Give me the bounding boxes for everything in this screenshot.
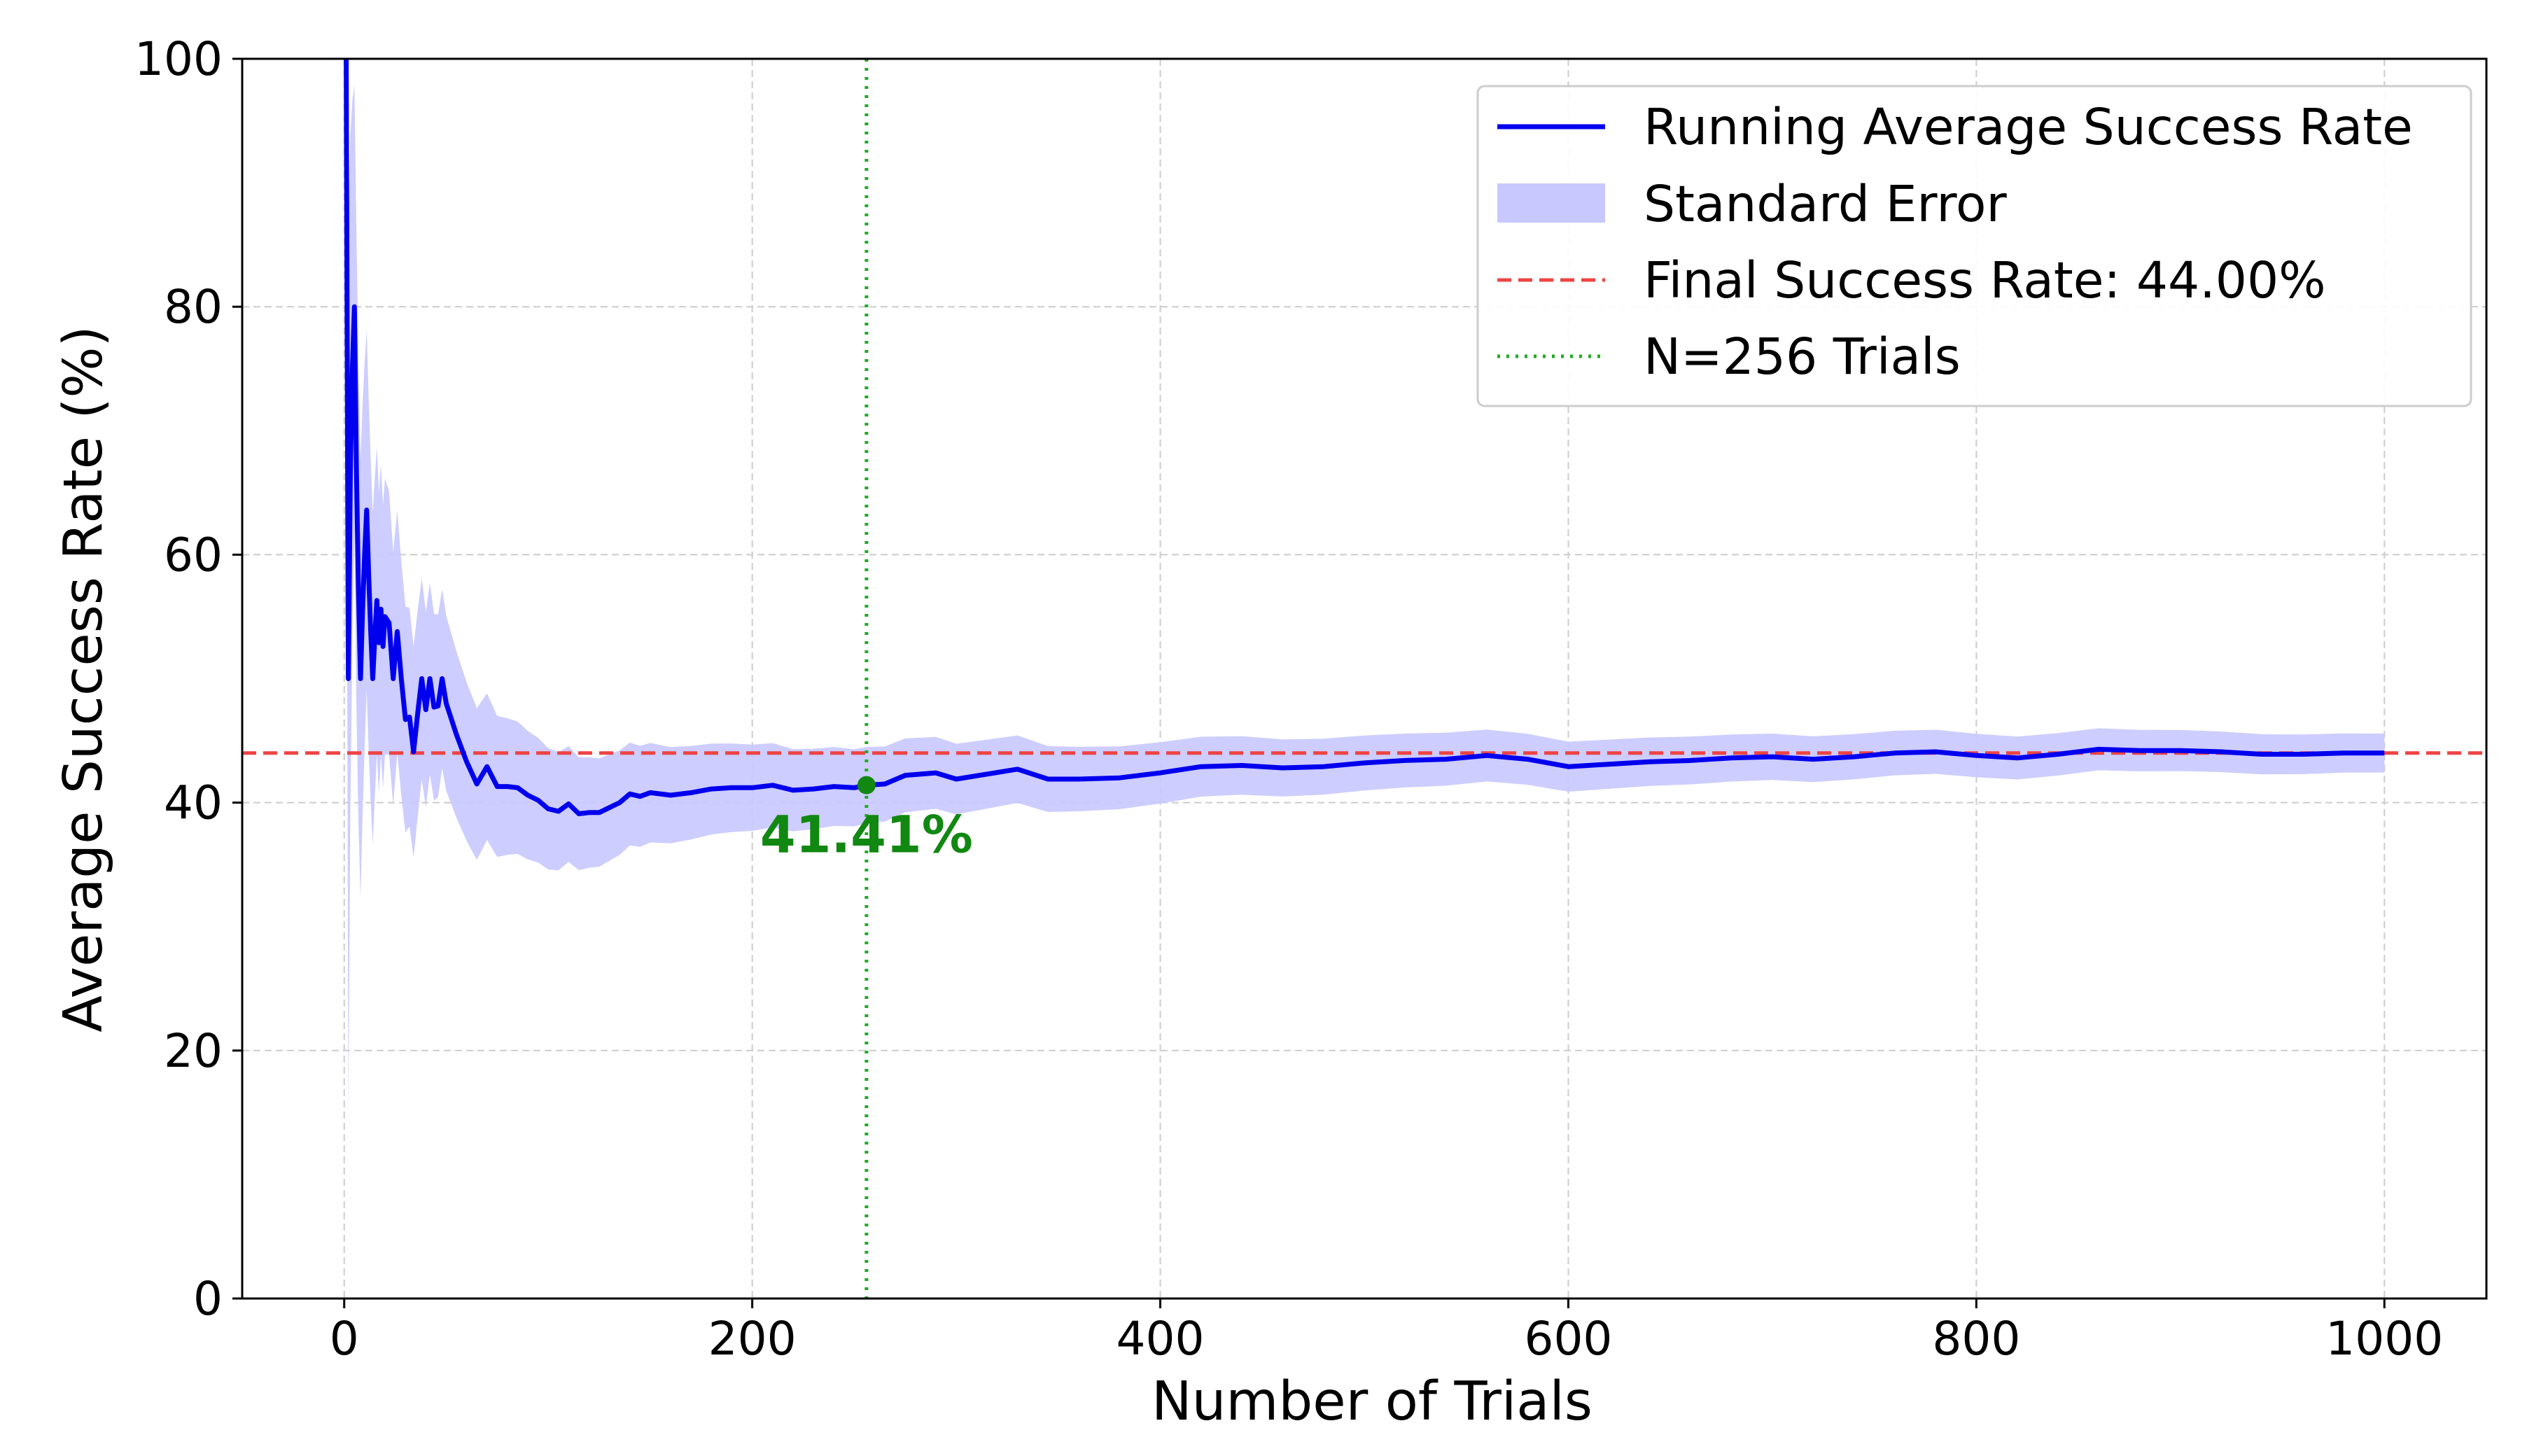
x-tick-label: 200 — [708, 1312, 797, 1366]
x-tick-label: 800 — [1932, 1312, 2020, 1366]
legend-label-final-rate: Final Success Rate: 44.00% — [1644, 251, 2326, 309]
x-axis-label: Number of Trials — [1152, 1371, 1592, 1433]
y-tick-label: 80 — [164, 280, 223, 334]
plot-frame — [241, 57, 2488, 1300]
x-tick-label: 600 — [1524, 1312, 1612, 1366]
annotation-label: 41.41% — [760, 806, 973, 865]
y-tick-label: 40 — [164, 776, 223, 830]
legend: Running Average Success Rate Standard Er… — [1476, 85, 2472, 407]
y-tick-label: 20 — [164, 1024, 223, 1078]
running-average-line — [344, 59, 2385, 816]
legend-label-standard-error: Standard Error — [1644, 175, 2007, 233]
y-axis-label: Average Success Rate (%) — [52, 326, 115, 1032]
annotation-point — [857, 776, 876, 794]
y-tick-label: 0 — [193, 1272, 223, 1326]
y-tick-label: 60 — [164, 528, 223, 582]
legend-box — [1476, 85, 2472, 407]
x-tick-label: 0 — [330, 1312, 359, 1366]
axis-ticks: 0 200 400 600 800 1000 0 20 40 60 80 100 — [134, 32, 2443, 1366]
legend-label-n-trials: N=256 Trials — [1644, 328, 1961, 386]
legend-band-swatch — [1497, 183, 1605, 223]
x-tick-label: 1000 — [2325, 1312, 2443, 1366]
y-tick-label: 100 — [134, 32, 223, 86]
legend-label-running-average: Running Average Success Rate — [1644, 98, 2413, 156]
x-tick-label: 400 — [1116, 1312, 1205, 1366]
